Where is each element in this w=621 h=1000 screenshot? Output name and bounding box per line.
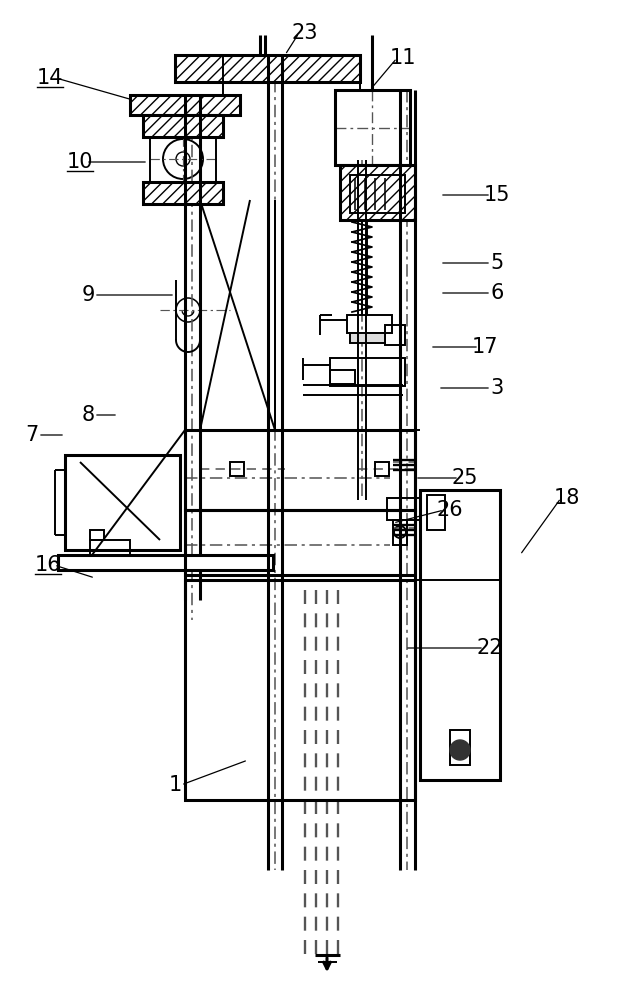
- Text: 5: 5: [491, 253, 504, 273]
- Bar: [90, 530, 104, 540]
- Circle shape: [450, 740, 470, 760]
- Text: 8: 8: [81, 405, 94, 425]
- Text: 11: 11: [390, 48, 416, 68]
- Bar: [130, 95, 240, 115]
- Text: 17: 17: [472, 337, 498, 357]
- Bar: [90, 540, 130, 555]
- Bar: [420, 490, 500, 780]
- Text: 18: 18: [554, 488, 580, 508]
- Text: 22: 22: [477, 638, 503, 658]
- Bar: [143, 182, 223, 204]
- Bar: [130, 95, 240, 115]
- Bar: [450, 730, 470, 765]
- Bar: [375, 462, 389, 476]
- Bar: [385, 325, 405, 345]
- Bar: [230, 462, 244, 476]
- Bar: [185, 580, 415, 800]
- Bar: [143, 182, 223, 204]
- Bar: [350, 333, 385, 343]
- Bar: [65, 455, 180, 550]
- Bar: [350, 175, 405, 213]
- Text: 16: 16: [35, 555, 61, 575]
- Text: 3: 3: [491, 378, 504, 398]
- Text: 26: 26: [437, 500, 463, 520]
- Bar: [340, 165, 415, 220]
- Bar: [150, 137, 216, 182]
- Bar: [330, 370, 355, 384]
- Bar: [175, 55, 360, 82]
- Bar: [335, 90, 410, 165]
- Text: 1: 1: [168, 775, 181, 795]
- Bar: [175, 55, 360, 82]
- Bar: [143, 115, 223, 137]
- Bar: [387, 498, 420, 520]
- Bar: [185, 510, 415, 575]
- Text: 23: 23: [292, 23, 318, 43]
- Bar: [393, 520, 407, 545]
- Text: 14: 14: [37, 68, 63, 88]
- Bar: [427, 495, 445, 530]
- Text: 15: 15: [484, 185, 510, 205]
- Text: 10: 10: [66, 152, 93, 172]
- Text: 6: 6: [491, 283, 504, 303]
- Bar: [185, 430, 415, 510]
- Bar: [58, 555, 273, 570]
- Text: 7: 7: [25, 425, 39, 445]
- Text: 25: 25: [451, 468, 478, 488]
- Text: 9: 9: [81, 285, 94, 305]
- Bar: [340, 165, 415, 220]
- Bar: [347, 315, 392, 333]
- Bar: [330, 358, 405, 386]
- Bar: [143, 115, 223, 137]
